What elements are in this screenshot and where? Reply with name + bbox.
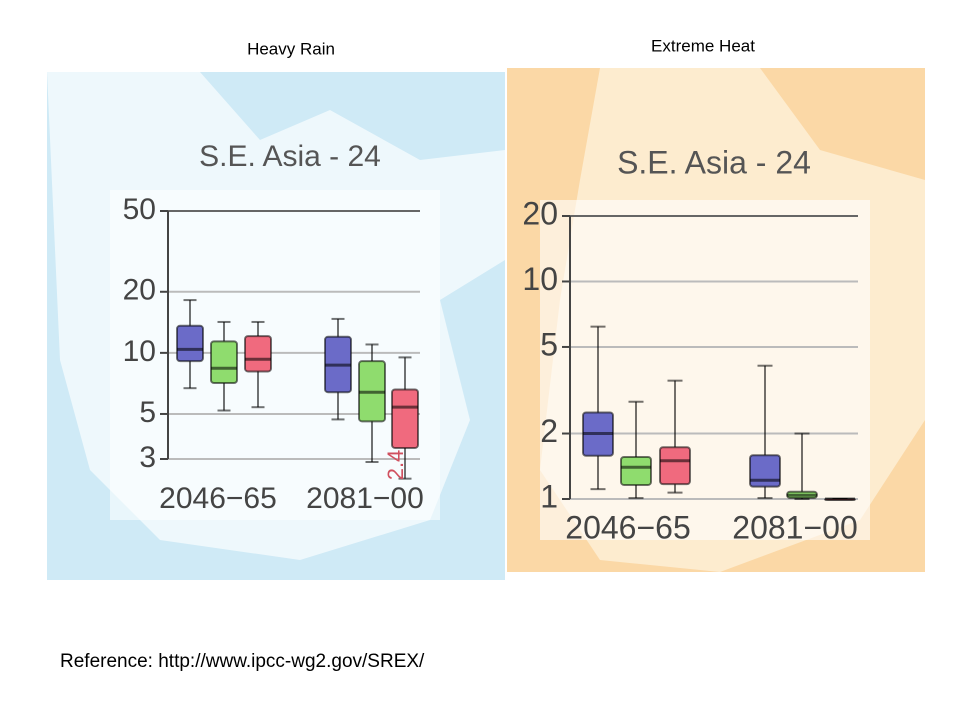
box — [391, 388, 419, 449]
box — [176, 324, 204, 363]
chart-title: S.E. Asia - 24 — [199, 140, 381, 173]
chart-title: S.E. Asia - 24 — [617, 144, 811, 180]
box — [620, 455, 652, 486]
box — [659, 446, 691, 486]
box — [749, 454, 781, 488]
y-tick-label: 10 — [522, 261, 558, 297]
y-tick-label: 1 — [540, 478, 558, 514]
y-tick-label: 50 — [123, 193, 156, 226]
y-tick-label: 2 — [540, 413, 558, 449]
x-tick-label: 2046−65 — [159, 482, 277, 515]
y-tick-label: 20 — [123, 274, 156, 307]
x-tick-label: 2081−00 — [306, 482, 424, 515]
plot-backdrop — [110, 190, 440, 520]
x-tick-label: 2046−65 — [565, 509, 690, 545]
y-tick-label: 5 — [139, 396, 156, 429]
box — [210, 340, 238, 385]
annotation: 2.4 — [383, 450, 408, 481]
y-tick-label: 10 — [123, 335, 156, 368]
panel-heading: Extreme Heat — [651, 36, 755, 55]
plot-backdrop — [540, 200, 870, 540]
y-tick-label: 3 — [139, 441, 156, 474]
box — [244, 335, 272, 373]
y-tick-label: 5 — [540, 326, 558, 362]
reference: Reference: http://www.ipcc-wg2.gov/SREX/ — [60, 651, 425, 672]
y-tick-label: 20 — [522, 195, 558, 231]
x-tick-label: 2081−00 — [732, 509, 857, 545]
panel-heading: Heavy Rain — [247, 39, 335, 58]
